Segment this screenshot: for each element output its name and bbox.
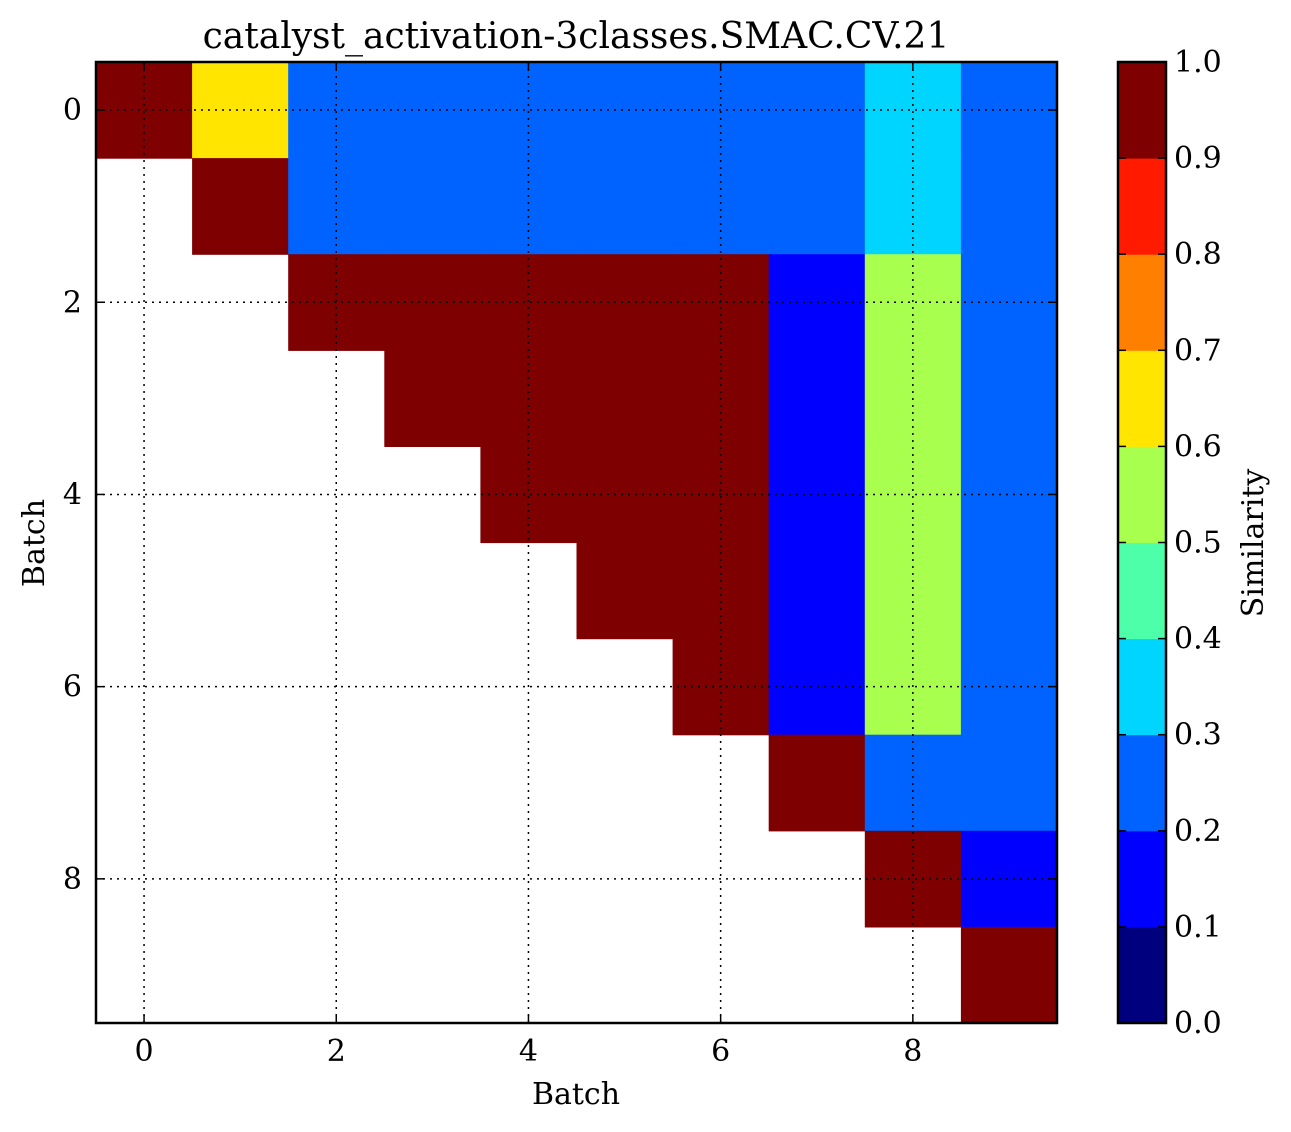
heatmap-cell-7-9 (960, 734, 1058, 832)
y-tick-label-6: 6 (63, 670, 82, 705)
heatmap-cell-1-9 (960, 158, 1058, 255)
heatmap-cell-5-7 (768, 542, 866, 640)
colorbar-segment-7 (1118, 254, 1166, 351)
colorbar-tick-label-0.9: 0.9 (1174, 141, 1222, 176)
heatmap-cell-3-7 (768, 350, 866, 447)
heatmap-cell-0-9 (960, 62, 1058, 159)
heatmap-cell-1-6 (672, 158, 770, 255)
heatmap-cell-1-3 (384, 158, 481, 255)
heatmap-cell-5-5 (576, 542, 674, 640)
chart-title: catalyst_activation-3classes.SMAC.CV.21 (203, 16, 950, 57)
heatmap-cell-1-2 (288, 158, 385, 255)
colorbar-tick-label-0.7: 0.7 (1174, 333, 1222, 368)
heatmap-cell-6-9 (960, 638, 1058, 736)
heatmap-cell-3-3 (384, 350, 481, 447)
y-axis-label: Batch (17, 499, 52, 587)
x-tick-label-2: 2 (327, 1034, 346, 1069)
heatmap-cell-1-7 (768, 158, 866, 255)
heatmap-cell-4-9 (960, 446, 1058, 544)
x-axis-label: Batch (532, 1077, 620, 1112)
y-axis-ticks: 0 2 4 6 8 (63, 93, 1057, 897)
heatmap-cells (96, 62, 1058, 1024)
heatmap-cell-2-5 (576, 254, 674, 351)
heatmap-cell-1-4 (480, 158, 578, 255)
heatmap-cell-0-5 (576, 62, 674, 159)
colorbar-segment-0 (1118, 926, 1166, 1024)
heatmap-cell-3-9 (960, 350, 1058, 447)
heatmap-cell-0-1 (192, 62, 289, 159)
heatmap-cell-4-8 (864, 446, 962, 544)
colorbar-tick-label-1.0: 1.0 (1174, 45, 1222, 80)
plot-frame (94, 60, 1059, 1025)
colorbar-segment-1 (1118, 830, 1166, 928)
heatmap-cell-3-5 (576, 350, 674, 447)
colorbar-segment-9 (1118, 62, 1166, 159)
y-tick-label-2: 2 (63, 285, 82, 320)
heatmap-cell-2-9 (960, 254, 1058, 351)
colorbar-segment-8 (1118, 158, 1166, 255)
heatmap-cell-1-1 (192, 158, 289, 255)
colorbar-tick-label-0.2: 0.2 (1174, 814, 1222, 849)
y-tick-label-8: 8 (63, 862, 82, 897)
colorbar-segment-6 (1118, 350, 1166, 447)
x-axis-ticks: 0 2 4 6 8 (135, 62, 922, 1069)
colorbar: 0.0 0.1 0.2 0.3 0.4 0.5 0.6 0.7 0.8 0.9 1.0 (1116, 45, 1222, 1041)
colorbar-tick-label-0.0: 0.0 (1174, 1006, 1222, 1041)
colorbar-segment-3 (1118, 638, 1166, 736)
heatmap-cell-7-7 (768, 734, 866, 832)
x-tick-label-8: 8 (903, 1034, 922, 1069)
heatmap-cell-8-9 (960, 830, 1058, 928)
heatmap-cell-0-2 (288, 62, 385, 159)
heatmap-cell-0-0 (96, 62, 193, 159)
heatmap-cell-2-2 (288, 254, 385, 351)
heatmap-cell-9-9 (960, 926, 1058, 1024)
colorbar-segment-4 (1118, 542, 1166, 640)
heatmap-cell-1-5 (576, 158, 674, 255)
heatmap-cell-1-8 (864, 158, 962, 255)
x-tick-label-4: 4 (519, 1034, 538, 1069)
heatmap-cell-4-5 (576, 446, 674, 544)
y-tick-label-4: 4 (63, 477, 82, 512)
heatmap-cell-4-4 (480, 446, 578, 544)
heatmap-cell-5-9 (960, 542, 1058, 640)
heatmap-cell-5-8 (864, 542, 962, 640)
x-tick-label-6: 6 (711, 1034, 730, 1069)
colorbar-segment-2 (1118, 734, 1166, 832)
colorbar-tick-label-0.3: 0.3 (1174, 718, 1222, 753)
heatmap-cell-5-6 (672, 542, 770, 640)
colorbar-tick-label-0.5: 0.5 (1174, 526, 1222, 561)
colorbar-tick-label-0.6: 0.6 (1174, 429, 1222, 464)
colorbar-tick-label-0.1: 0.1 (1174, 910, 1222, 945)
colorbar-segment-5 (1118, 446, 1166, 543)
colorbar-label: Similarity (1236, 469, 1271, 618)
heatmap-cell-8-8 (864, 830, 962, 928)
x-tick-label-0: 0 (135, 1034, 154, 1069)
colorbar-tick-label-0.4: 0.4 (1174, 622, 1222, 657)
y-tick-label-0: 0 (63, 93, 82, 128)
colorbar-tick-label-0.8: 0.8 (1174, 237, 1222, 272)
